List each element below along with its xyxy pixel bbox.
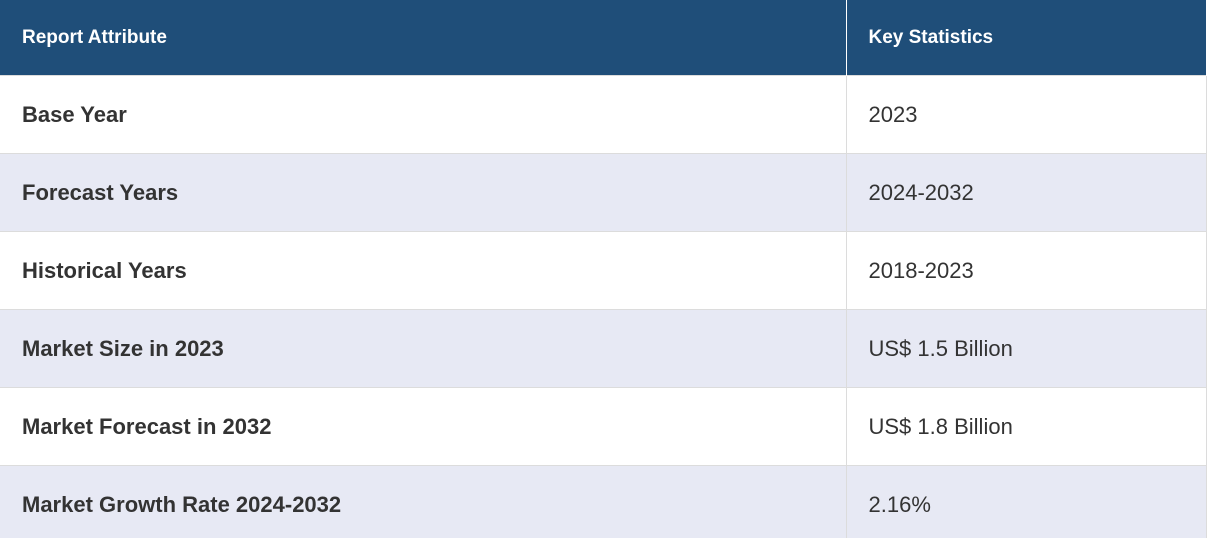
value-cell: 2.16% bbox=[846, 465, 1207, 538]
header-cell: Key Statistics bbox=[846, 0, 1207, 76]
attribute-cell: Market Forecast in 2032 bbox=[0, 387, 847, 466]
attribute-cell: Forecast Years bbox=[0, 153, 847, 232]
table-body: Base Year 2023 Forecast Years 2024-2032 Hist… bbox=[0, 75, 1207, 538]
table-row: Market Forecast in 2032 US$ 1.8 Billion bbox=[0, 387, 1207, 466]
table-row: Base Year 2023 bbox=[0, 75, 1207, 154]
attribute-cell: Market Growth Rate 2024-2032 bbox=[0, 465, 847, 538]
value-cell: US$ 1.5 Billion bbox=[846, 309, 1207, 388]
value-cell: 2023 bbox=[846, 75, 1207, 154]
attribute-cell: Market Size in 2023 bbox=[0, 309, 847, 388]
table-row: Forecast Years 2024-2032 bbox=[0, 153, 1207, 232]
attribute-cell: Historical Years bbox=[0, 231, 847, 310]
table-row: Market Size in 2023 US$ 1.5 Billion bbox=[0, 309, 1207, 388]
table-row: Historical Years 2018-2023 bbox=[0, 231, 1207, 310]
value-cell: US$ 1.8 Billion bbox=[846, 387, 1207, 466]
value-cell: 2018-2023 bbox=[846, 231, 1207, 310]
header-row: Report Attribute Key Statistics bbox=[0, 0, 1207, 76]
header-cell: Report Attribute bbox=[0, 0, 847, 76]
table-row: Market Growth Rate 2024-2032 2.16% bbox=[0, 465, 1207, 538]
attribute-cell: Base Year bbox=[0, 75, 847, 154]
value-cell: 2024-2032 bbox=[846, 153, 1207, 232]
